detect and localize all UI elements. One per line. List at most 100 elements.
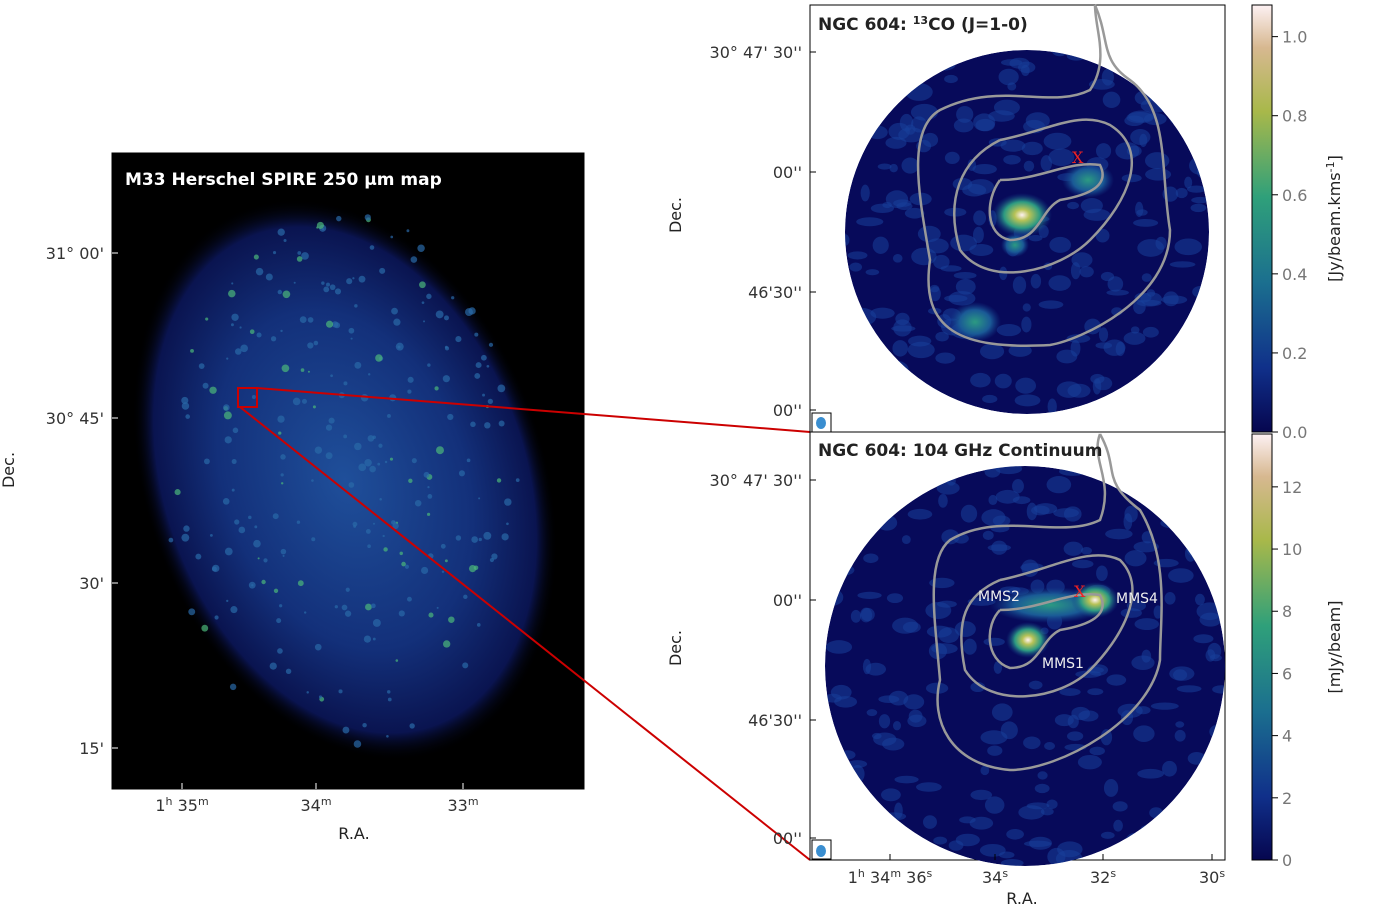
spot (229, 683, 237, 691)
x-tick-label: 1h 34m 36s (848, 867, 933, 888)
spot (458, 470, 465, 477)
spot (328, 417, 335, 424)
colorbar-label-part: [Jy/beam.kms (1325, 172, 1344, 281)
x-tick-label-part: 36 (901, 868, 926, 887)
spot (321, 281, 325, 285)
spot (272, 513, 279, 520)
noise (1094, 376, 1113, 391)
noise (911, 247, 937, 266)
noise (1028, 836, 1052, 850)
spot (463, 594, 468, 600)
spot (251, 395, 256, 400)
spot (427, 363, 431, 367)
noise (901, 535, 911, 545)
source-label: MMS2 (978, 589, 1020, 605)
noise (979, 343, 1005, 360)
noise (1169, 261, 1196, 268)
spot (301, 252, 309, 260)
noise (937, 314, 952, 329)
spot (230, 323, 234, 327)
spot (475, 362, 482, 369)
colorbar-tick-label: 12 (1282, 478, 1302, 497)
spot (314, 643, 322, 651)
noise (894, 802, 903, 819)
spot (205, 317, 209, 321)
noise (1012, 478, 1024, 494)
noise (1113, 819, 1123, 832)
noise (922, 815, 937, 829)
spot (407, 376, 414, 383)
noise (908, 709, 923, 723)
noise (956, 105, 974, 123)
axis-label: Dec. (666, 197, 685, 233)
noise (983, 637, 1005, 646)
colorbar-tick-label: 6 (1282, 664, 1292, 683)
noise (926, 625, 952, 638)
noise (1089, 746, 1105, 756)
noise (980, 765, 990, 776)
spot (297, 580, 304, 587)
noise (1100, 271, 1115, 282)
spot (390, 235, 394, 239)
noise (969, 816, 994, 830)
spot (256, 332, 262, 338)
noise (1112, 801, 1128, 812)
noise (950, 234, 978, 252)
spot (358, 275, 366, 283)
noise (998, 68, 1019, 86)
noise (847, 251, 868, 260)
noise (988, 494, 998, 506)
noise (993, 661, 1003, 674)
spot (333, 322, 341, 329)
spot (497, 384, 506, 393)
noise (1080, 546, 1092, 555)
colorbar-label: [Jy/beam.kms-1] (1324, 155, 1345, 282)
noise (1163, 291, 1179, 307)
noise (1015, 377, 1037, 394)
noise (1155, 236, 1167, 250)
source-label: MMS1 (1042, 656, 1084, 672)
spot (363, 635, 372, 643)
spot (195, 553, 202, 560)
spot (372, 435, 376, 440)
spot (343, 381, 348, 386)
noise (1038, 300, 1064, 309)
noise (857, 591, 882, 599)
spot (188, 608, 196, 616)
noise (856, 217, 884, 227)
colorbar-tick-label: 8 (1282, 602, 1292, 621)
panel-title-part: CO (J=1-0) (928, 15, 1028, 35)
y-tick-label: 00'' (773, 163, 802, 182)
panel-title: NGC 604: 104 GHz Continuum (818, 441, 1102, 461)
noise (1056, 349, 1078, 364)
spot (390, 520, 396, 525)
noise (987, 745, 1003, 756)
noise (1009, 57, 1030, 69)
noise (825, 640, 853, 654)
spot (307, 342, 314, 349)
spot (382, 534, 385, 538)
noise (865, 662, 886, 676)
colorbar-label-part: [mJy/beam] (1325, 600, 1344, 693)
spot (372, 522, 376, 525)
noise (882, 737, 905, 751)
spot (222, 498, 230, 505)
noise (1037, 771, 1048, 780)
noise (1133, 218, 1159, 227)
noise (878, 714, 891, 729)
noise (935, 331, 949, 342)
spot (299, 316, 307, 324)
spot (306, 691, 309, 694)
noise (991, 703, 1013, 721)
noise (886, 593, 904, 604)
noise (972, 164, 997, 175)
y-tick-label: 00'' (773, 591, 802, 610)
spot (372, 619, 381, 627)
zoom-box (237, 387, 258, 408)
spot (395, 342, 404, 351)
spot (323, 286, 330, 293)
x-tick-label: 34m (300, 795, 331, 816)
noise (970, 789, 993, 801)
panel-title: NGC 604: 13CO (J=1-0) (818, 14, 1028, 36)
